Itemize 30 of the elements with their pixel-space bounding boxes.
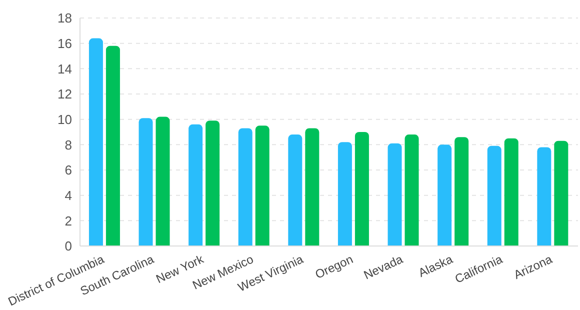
- bar: [454, 137, 469, 246]
- bar: [354, 132, 369, 246]
- bar: [438, 144, 452, 246]
- bar: [537, 147, 552, 246]
- y-tick-label: 14: [58, 61, 72, 76]
- bar: [288, 134, 302, 246]
- bar: [305, 128, 320, 246]
- bar: [206, 120, 220, 246]
- bar: [156, 116, 170, 246]
- bar: [88, 38, 103, 246]
- bar: [238, 128, 252, 246]
- bar: [554, 140, 568, 246]
- bar: [138, 118, 153, 246]
- y-tick-label: 12: [58, 86, 72, 102]
- y-tick-label: 4: [64, 188, 72, 203]
- y-tick-label: 8: [64, 137, 72, 152]
- bar: [255, 126, 270, 246]
- bar: [487, 146, 502, 246]
- bar: [388, 143, 402, 246]
- bar: [106, 46, 120, 246]
- y-tick-label: 2: [64, 213, 72, 228]
- y-tick-label: 6: [64, 162, 72, 178]
- bar: [188, 124, 203, 246]
- y-tick-label: 0: [64, 238, 72, 254]
- y-tick-label: 10: [58, 112, 72, 127]
- bar: [338, 142, 352, 246]
- bar: [404, 134, 419, 246]
- y-tick-label: 18: [58, 10, 72, 26]
- y-tick-label: 16: [58, 36, 72, 51]
- bar: [504, 138, 518, 246]
